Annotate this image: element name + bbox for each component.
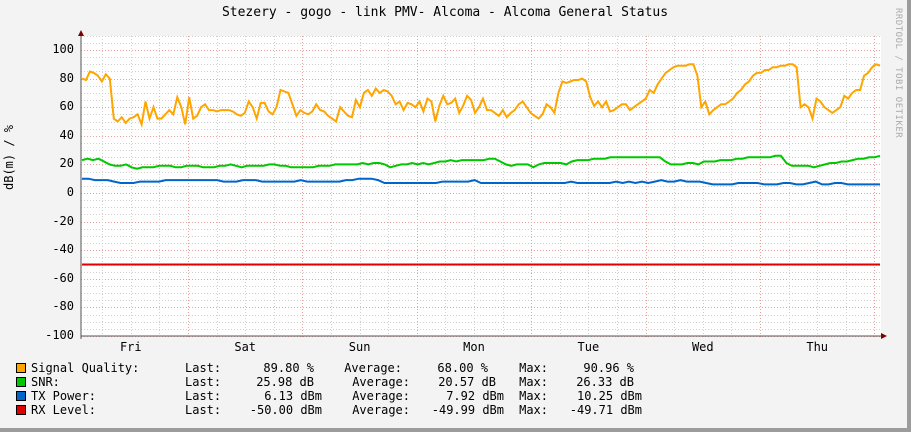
last-label: Last: bbox=[185, 403, 222, 417]
y-tick-label: 0 bbox=[66, 185, 74, 199]
chart-title: Stezery - gogo - link PMV- Alcoma - Alco… bbox=[221, 5, 669, 20]
max-label: Max: bbox=[519, 361, 548, 375]
y-tick-label: -80 bbox=[52, 299, 74, 314]
data-series bbox=[81, 63, 881, 266]
x-tick-label: Thu bbox=[806, 340, 829, 354]
x-tick-label: Sat bbox=[234, 340, 257, 354]
y-tick-label: 60 bbox=[59, 99, 74, 114]
max-label: Max: bbox=[519, 403, 548, 417]
max-value: -49.71 dBm bbox=[569, 403, 642, 417]
y-tick-label: -20 bbox=[52, 213, 74, 228]
legend-label: Signal Quality: bbox=[31, 361, 140, 375]
max-label: Max: bbox=[519, 389, 548, 403]
legend-row-rx-level: RX Level: Last: -50.00 dBm Average: -49.… bbox=[16, 403, 642, 417]
y-tick-label: 100 bbox=[52, 42, 74, 56]
signal-quality-line bbox=[81, 63, 881, 129]
avg-label: Average: bbox=[352, 375, 410, 389]
y-tick-label: -60 bbox=[52, 270, 74, 285]
last-label: Last: bbox=[185, 389, 222, 403]
avg-value: 7.92 dBm bbox=[446, 389, 504, 403]
y-tick-label: 20 bbox=[59, 156, 74, 171]
legend-row-signal-quality: Signal Quality: Last: 89.80 % Average: 6… bbox=[16, 361, 642, 375]
legend: Signal Quality: Last: 89.80 % Average: 6… bbox=[16, 361, 642, 417]
max-label: Max: bbox=[519, 375, 548, 389]
rrdtool-watermark: RRDTOOL / TOBI OETIKER bbox=[893, 8, 903, 139]
y-axis-arrow-icon bbox=[78, 30, 84, 36]
max-value: 10.25 dBm bbox=[576, 389, 642, 403]
x-tick-label: Mon bbox=[463, 340, 485, 354]
avg-value: 20.57 dB bbox=[438, 375, 496, 389]
last-value: -50.00 dBm bbox=[249, 403, 322, 417]
max-value: 26.33 dB bbox=[576, 375, 634, 389]
y-tick-label: -100 bbox=[45, 328, 74, 342]
legend-label: TX Power: bbox=[31, 389, 97, 403]
tx-power-line bbox=[82, 177, 880, 186]
x-axis-arrow-icon bbox=[881, 333, 887, 339]
legend-label: SNR: bbox=[31, 375, 60, 389]
max-value: 90.96 % bbox=[583, 361, 634, 375]
last-value: 6.13 dBm bbox=[264, 389, 322, 403]
swatch-rx-level bbox=[16, 405, 26, 415]
swatch-tx-power bbox=[16, 391, 26, 401]
avg-value: -49.99 dBm bbox=[431, 403, 504, 417]
legend-row-snr: SNR: Last: 25.98 dB Average: 20.57 dB Ma… bbox=[16, 375, 642, 389]
y-tick-label: -40 bbox=[52, 242, 74, 257]
snr-line bbox=[81, 154, 881, 170]
swatch-signal-quality bbox=[16, 363, 26, 373]
legend-label: RX Level: bbox=[31, 403, 97, 417]
x-tick-label: Fri bbox=[119, 340, 142, 354]
x-tick-label: Tue bbox=[577, 340, 600, 354]
avg-label: Average: bbox=[352, 389, 410, 403]
y-tick-label: 80 bbox=[59, 70, 74, 85]
last-label: Last: bbox=[185, 361, 222, 375]
x-tick-label: Sun bbox=[348, 340, 371, 354]
swatch-snr bbox=[16, 377, 26, 387]
last-value: 25.98 dB bbox=[256, 375, 314, 389]
x-tick-label: Wed bbox=[691, 340, 714, 354]
last-label: Last: bbox=[185, 375, 222, 389]
last-value: 89.80 % bbox=[263, 361, 314, 375]
legend-row-tx-power: TX Power: Last: 6.13 dBm Average: 7.92 d… bbox=[16, 389, 642, 403]
avg-label: Average: bbox=[352, 403, 410, 417]
avg-value: 68.00 % bbox=[437, 361, 488, 375]
y-tick-label: 40 bbox=[59, 127, 74, 142]
avg-label: Average: bbox=[344, 361, 402, 375]
grid-lines bbox=[81, 36, 882, 339]
